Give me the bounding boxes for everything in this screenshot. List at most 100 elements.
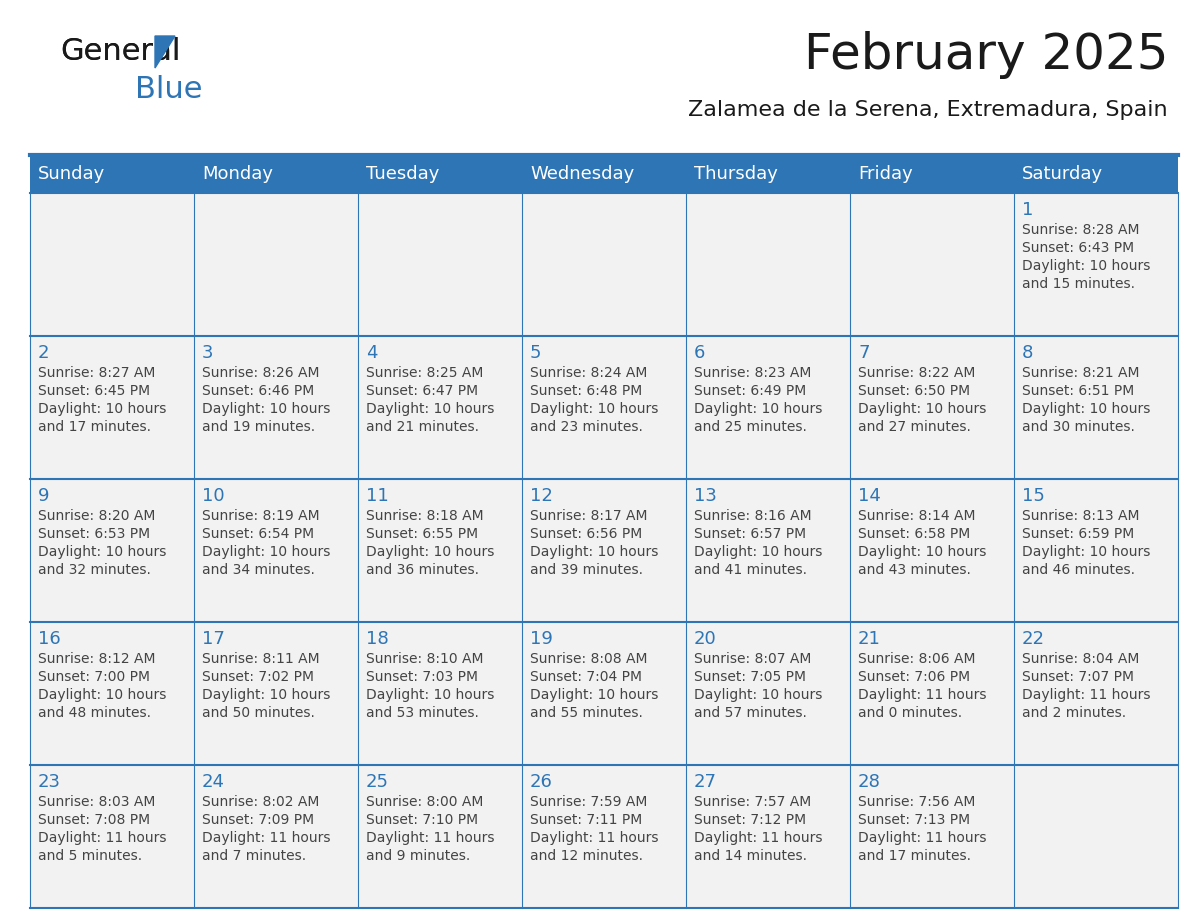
Bar <box>685 765 849 908</box>
Text: and 12 minutes.: and 12 minutes. <box>530 849 643 863</box>
Text: Sunset: 6:49 PM: Sunset: 6:49 PM <box>694 384 807 398</box>
Bar <box>522 479 685 622</box>
Text: Sunrise: 8:14 AM: Sunrise: 8:14 AM <box>858 509 975 523</box>
Text: Sunrise: 7:57 AM: Sunrise: 7:57 AM <box>694 795 811 809</box>
Text: and 25 minutes.: and 25 minutes. <box>694 420 807 434</box>
Text: Sunrise: 8:27 AM: Sunrise: 8:27 AM <box>38 366 156 380</box>
Bar <box>685 336 849 479</box>
Text: and 5 minutes.: and 5 minutes. <box>38 849 143 863</box>
Text: Sunset: 6:53 PM: Sunset: 6:53 PM <box>38 527 150 541</box>
Text: 2: 2 <box>38 344 50 362</box>
Text: Daylight: 10 hours: Daylight: 10 hours <box>202 688 330 702</box>
Text: and 48 minutes.: and 48 minutes. <box>38 706 151 720</box>
Text: Sunset: 7:13 PM: Sunset: 7:13 PM <box>858 813 971 827</box>
Text: Daylight: 10 hours: Daylight: 10 hours <box>1022 259 1150 273</box>
Text: 13: 13 <box>694 487 716 505</box>
Text: 17: 17 <box>202 630 225 648</box>
Text: Daylight: 10 hours: Daylight: 10 hours <box>1022 545 1150 559</box>
Text: 12: 12 <box>530 487 552 505</box>
Bar <box>358 622 522 765</box>
Bar <box>849 765 1015 908</box>
Text: Sunrise: 8:25 AM: Sunrise: 8:25 AM <box>366 366 484 380</box>
Text: 25: 25 <box>366 773 388 791</box>
Text: Sunrise: 8:28 AM: Sunrise: 8:28 AM <box>1022 223 1139 237</box>
Bar <box>30 336 194 479</box>
Text: 9: 9 <box>38 487 50 505</box>
Text: General: General <box>61 38 181 66</box>
Text: 1: 1 <box>1022 201 1034 219</box>
Text: Daylight: 10 hours: Daylight: 10 hours <box>858 545 986 559</box>
Text: and 53 minutes.: and 53 minutes. <box>366 706 479 720</box>
Bar <box>1015 193 1178 336</box>
Text: Daylight: 10 hours: Daylight: 10 hours <box>202 402 330 416</box>
Text: Daylight: 10 hours: Daylight: 10 hours <box>694 545 822 559</box>
Text: and 17 minutes.: and 17 minutes. <box>38 420 151 434</box>
Bar <box>1015 622 1178 765</box>
Text: Daylight: 11 hours: Daylight: 11 hours <box>1022 688 1150 702</box>
Text: 16: 16 <box>38 630 61 648</box>
Text: 22: 22 <box>1022 630 1045 648</box>
Text: Sunset: 6:57 PM: Sunset: 6:57 PM <box>694 527 807 541</box>
Text: and 9 minutes.: and 9 minutes. <box>366 849 470 863</box>
Text: Sunrise: 8:26 AM: Sunrise: 8:26 AM <box>202 366 320 380</box>
Text: Daylight: 10 hours: Daylight: 10 hours <box>38 545 166 559</box>
Text: Sunrise: 8:12 AM: Sunrise: 8:12 AM <box>38 652 156 666</box>
Text: Sunrise: 7:59 AM: Sunrise: 7:59 AM <box>530 795 647 809</box>
Text: Sunset: 7:08 PM: Sunset: 7:08 PM <box>38 813 150 827</box>
Text: 8: 8 <box>1022 344 1034 362</box>
Text: Daylight: 10 hours: Daylight: 10 hours <box>694 402 822 416</box>
Bar <box>194 622 358 765</box>
Text: and 30 minutes.: and 30 minutes. <box>1022 420 1135 434</box>
Text: Daylight: 11 hours: Daylight: 11 hours <box>38 831 166 845</box>
Text: Sunrise: 8:06 AM: Sunrise: 8:06 AM <box>858 652 975 666</box>
Text: and 14 minutes.: and 14 minutes. <box>694 849 807 863</box>
Text: Sunset: 6:48 PM: Sunset: 6:48 PM <box>530 384 643 398</box>
Text: Sunset: 7:02 PM: Sunset: 7:02 PM <box>202 670 314 684</box>
Text: and 17 minutes.: and 17 minutes. <box>858 849 971 863</box>
Text: Thursday: Thursday <box>694 165 778 183</box>
Text: 23: 23 <box>38 773 61 791</box>
Text: Sunrise: 8:22 AM: Sunrise: 8:22 AM <box>858 366 975 380</box>
Text: Daylight: 10 hours: Daylight: 10 hours <box>530 545 658 559</box>
Text: and 46 minutes.: and 46 minutes. <box>1022 563 1135 577</box>
Bar <box>522 765 685 908</box>
Bar <box>194 336 358 479</box>
Text: Monday: Monday <box>202 165 273 183</box>
Text: Sunrise: 8:04 AM: Sunrise: 8:04 AM <box>1022 652 1139 666</box>
Text: and 50 minutes.: and 50 minutes. <box>202 706 315 720</box>
Text: Sunset: 6:56 PM: Sunset: 6:56 PM <box>530 527 643 541</box>
Text: Sunset: 6:59 PM: Sunset: 6:59 PM <box>1022 527 1135 541</box>
Text: Sunrise: 7:56 AM: Sunrise: 7:56 AM <box>858 795 975 809</box>
Text: Daylight: 10 hours: Daylight: 10 hours <box>1022 402 1150 416</box>
Bar <box>194 765 358 908</box>
Text: Sunrise: 8:20 AM: Sunrise: 8:20 AM <box>38 509 156 523</box>
Bar <box>1015 336 1178 479</box>
Text: Sunrise: 8:21 AM: Sunrise: 8:21 AM <box>1022 366 1139 380</box>
Bar <box>522 622 685 765</box>
Text: Sunset: 7:09 PM: Sunset: 7:09 PM <box>202 813 314 827</box>
Text: and 57 minutes.: and 57 minutes. <box>694 706 807 720</box>
Text: and 23 minutes.: and 23 minutes. <box>530 420 643 434</box>
Bar <box>1015 765 1178 908</box>
Text: 11: 11 <box>366 487 388 505</box>
Text: Sunset: 6:54 PM: Sunset: 6:54 PM <box>202 527 314 541</box>
Text: Daylight: 11 hours: Daylight: 11 hours <box>858 831 986 845</box>
Text: Sunset: 6:51 PM: Sunset: 6:51 PM <box>1022 384 1135 398</box>
Text: 18: 18 <box>366 630 388 648</box>
Text: Zalamea de la Serena, Extremadura, Spain: Zalamea de la Serena, Extremadura, Spain <box>688 100 1168 120</box>
Text: and 15 minutes.: and 15 minutes. <box>1022 277 1135 291</box>
Text: Sunrise: 8:03 AM: Sunrise: 8:03 AM <box>38 795 156 809</box>
Text: Wednesday: Wednesday <box>530 165 634 183</box>
Text: 4: 4 <box>366 344 378 362</box>
Text: Daylight: 10 hours: Daylight: 10 hours <box>530 688 658 702</box>
Text: and 36 minutes.: and 36 minutes. <box>366 563 479 577</box>
Bar <box>522 193 685 336</box>
Bar <box>358 765 522 908</box>
Text: 21: 21 <box>858 630 880 648</box>
Text: 5: 5 <box>530 344 542 362</box>
Bar <box>30 193 194 336</box>
Text: 15: 15 <box>1022 487 1045 505</box>
Text: and 0 minutes.: and 0 minutes. <box>858 706 962 720</box>
Text: Sunrise: 8:00 AM: Sunrise: 8:00 AM <box>366 795 484 809</box>
Bar <box>849 193 1015 336</box>
